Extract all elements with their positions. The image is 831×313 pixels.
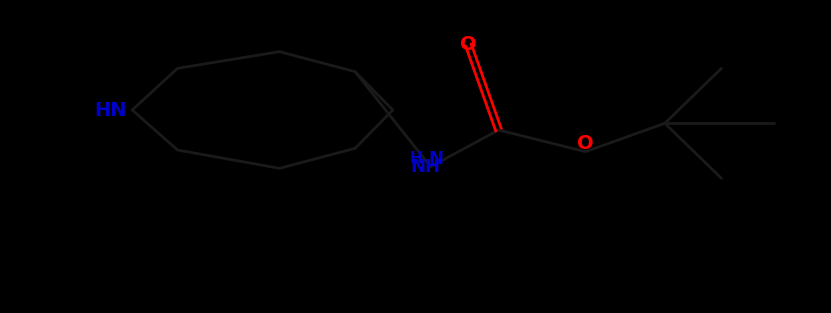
Text: O: O: [460, 35, 477, 54]
Text: HN: HN: [94, 100, 126, 120]
Text: N: N: [428, 150, 443, 168]
Text: O: O: [578, 134, 594, 153]
Text: H: H: [409, 151, 422, 166]
Text: NH: NH: [411, 158, 440, 176]
